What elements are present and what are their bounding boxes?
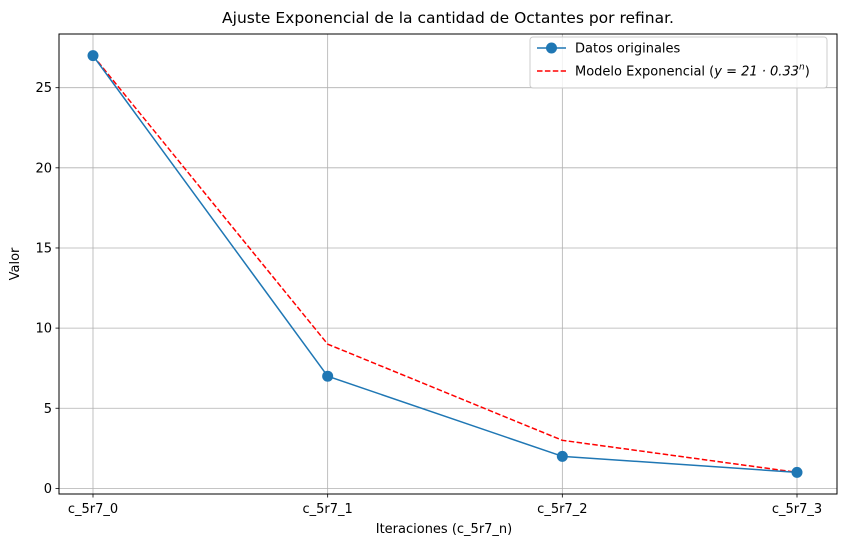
chart-title: Ajuste Exponencial de la cantidad de Oct… bbox=[222, 9, 674, 27]
series-line-datos-originales bbox=[92, 55, 798, 474]
legend-label-modelo: Modelo Exponencial (y = 21 · 0.33n) bbox=[575, 63, 810, 80]
y-tick-label: 15 bbox=[35, 241, 52, 256]
legend-label-modelo-suffix: ) bbox=[805, 65, 810, 80]
y-tick-label: 10 bbox=[35, 322, 52, 337]
data-point bbox=[556, 450, 568, 462]
legend-label-datos: Datos originales bbox=[575, 42, 681, 57]
legend-box bbox=[529, 36, 828, 89]
x-tick-label: c_5r7_1 bbox=[303, 502, 353, 517]
series-layer bbox=[87, 50, 803, 478]
data-point bbox=[791, 466, 803, 478]
y-axis-ticks: 0 5 10 15 20 25 bbox=[35, 81, 59, 497]
grid bbox=[59, 34, 837, 494]
legend-marker-datos bbox=[546, 42, 557, 54]
legend: Datos originales Modelo Exponencial (y =… bbox=[529, 36, 828, 89]
x-tick-label: c_5r7_2 bbox=[537, 502, 587, 517]
x-tick-label: c_5r7_3 bbox=[772, 502, 822, 517]
data-point bbox=[322, 370, 334, 382]
plot-frame bbox=[58, 33, 838, 495]
legend-label-modelo-exponent: n bbox=[799, 63, 805, 73]
legend-label-modelo-formula: y = 21 · 0.33 bbox=[713, 65, 799, 80]
y-tick-label: 0 bbox=[44, 482, 52, 497]
y-tick-label: 20 bbox=[35, 161, 52, 176]
y-axis-label: Valor bbox=[8, 247, 23, 280]
series-line-modelo-exponencial bbox=[92, 55, 798, 474]
y-tick-label: 25 bbox=[35, 81, 52, 96]
y-tick-label: 5 bbox=[44, 402, 52, 417]
legend-label-modelo-prefix: Modelo Exponencial ( bbox=[575, 65, 714, 80]
x-tick-label: c_5r7_0 bbox=[68, 502, 118, 517]
x-axis-label: Iteraciones (c_5r7_n) bbox=[376, 522, 513, 537]
data-point bbox=[87, 50, 99, 62]
x-axis-ticks: c_5r7_0 c_5r7_1 c_5r7_2 c_5r7_3 bbox=[68, 494, 822, 517]
